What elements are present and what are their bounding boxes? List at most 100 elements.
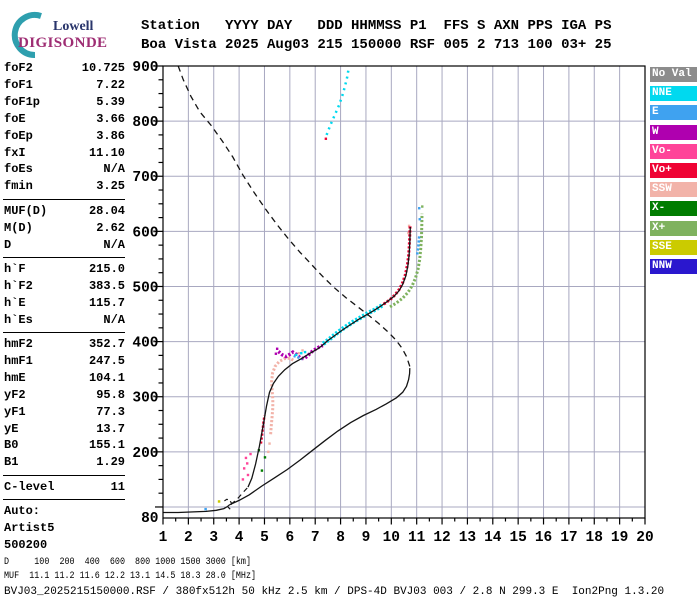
- echo-ssw-scatter: [407, 224, 411, 228]
- legend-item-sse: SSE: [650, 239, 697, 255]
- param-value: 77.3: [96, 404, 125, 419]
- legend-label: NNE: [652, 87, 672, 100]
- param-row-hmf2: hmF2 352.7: [4, 337, 125, 353]
- param-row-foep: foEp 3.86: [4, 129, 125, 145]
- y-axis-label: 200: [132, 446, 158, 462]
- param-label: Artist5: [4, 521, 55, 535]
- param-value: 3.86: [96, 128, 125, 143]
- x-axis-label: 13: [459, 530, 476, 546]
- echo-vo-plus-streak-base: [324, 137, 328, 140]
- param-label: h`F2: [4, 278, 33, 293]
- param-label: B1: [4, 455, 19, 470]
- echo-w-scatter: [274, 352, 278, 355]
- param-divider: [3, 499, 125, 501]
- param-row-foe: foE 3.66: [4, 112, 125, 128]
- param-row-fof1: foF1 7.22: [4, 78, 125, 94]
- param-row-foes: foEs N/A: [4, 162, 125, 178]
- muf-distance-row: D 100 200 400 600 800 1000 1500 3000 [km…: [4, 557, 252, 568]
- param-value: 13.7: [96, 421, 125, 436]
- param-label: foF1: [4, 77, 33, 92]
- echo-x-plus-cusp: [389, 213, 424, 309]
- x-axis-label: 4: [235, 530, 244, 546]
- param-value: 28.04: [88, 203, 125, 218]
- legend-label: X+: [652, 221, 666, 234]
- y-axis-label: 700: [132, 170, 158, 186]
- legend-item-x+: X+: [650, 220, 697, 236]
- param-value: 104.1: [88, 370, 125, 385]
- param-value: 115.7: [88, 295, 125, 310]
- x-axis-label: 20: [636, 530, 653, 546]
- echo-ssw-scatter: [268, 442, 271, 445]
- echo-vo-minus-flow: [242, 467, 246, 470]
- legend-item-e: E: [650, 105, 697, 121]
- param-value: 247.5: [88, 353, 125, 368]
- x-axis-label: 15: [509, 530, 526, 546]
- param-row-fof2: foF2 10.725: [4, 61, 125, 77]
- param-row-500200: 500200: [4, 538, 125, 554]
- echo-ssw-scatter: [301, 349, 304, 352]
- param-label: MUF(D): [4, 203, 48, 218]
- echo-e-cusp-top: [418, 218, 421, 221]
- x-axis-label: 1: [159, 530, 168, 546]
- param-label: yF2: [4, 387, 26, 402]
- param-label: foE: [4, 111, 26, 126]
- param-value: 383.5: [88, 278, 125, 293]
- x-axis-label: 8: [336, 530, 345, 546]
- param-row-clevel: C-level 11: [4, 480, 125, 496]
- param-value: 1.29: [96, 455, 125, 470]
- param-row-mufd: MUF(D) 28.04: [4, 204, 125, 220]
- legend-item-nnw: NNW: [650, 259, 697, 274]
- y-axis-label: 500: [132, 280, 158, 296]
- legend-label: X-: [652, 202, 666, 215]
- echo-nne-f1: [300, 351, 303, 355]
- header-values-line: Boa Vista 2025 Aug03 215 150000 RSF 005 …: [141, 36, 612, 53]
- echo-vo-minus-flow: [246, 462, 249, 465]
- param-label: fxI: [4, 145, 26, 160]
- legend-label: Vo+: [652, 164, 672, 176]
- legend-item-x-: X-: [650, 201, 697, 217]
- param-value: 3.66: [96, 111, 125, 126]
- param-label: M(D): [4, 220, 33, 235]
- param-value: 95.8: [96, 387, 125, 402]
- true-height-profile: [229, 368, 411, 506]
- legend-label: SSE: [652, 240, 672, 253]
- x-axis-label: 11: [408, 530, 426, 546]
- param-row-ye: yE 13.7: [4, 422, 125, 438]
- param-row-hme: hmE 104.1: [4, 371, 125, 387]
- legend-item-nne: NNE: [650, 86, 697, 102]
- x-axis-label: 5: [260, 530, 269, 546]
- echo-e-cusp: [415, 235, 421, 255]
- echo-nne-f1: [303, 350, 307, 354]
- echo-vo-minus-flow: [241, 478, 245, 481]
- legend-item-vo+: Vo+: [650, 163, 697, 178]
- x-axis-label: 6: [285, 530, 294, 546]
- logo-lowell-text: Lowell: [53, 19, 94, 34]
- y-axis-label: 300: [132, 391, 158, 407]
- param-row-fxi: fxI 11.10: [4, 146, 125, 162]
- param-value: 155.1: [88, 438, 125, 453]
- digisonde-arc-icon: [11, 12, 42, 58]
- param-row-artist5: Artist5: [4, 521, 125, 537]
- param-row-hmf1: hmF1 247.5: [4, 354, 125, 370]
- echo-w-f1-band: [277, 343, 324, 361]
- param-divider: [3, 256, 125, 258]
- param-row-fof1p: foF1p 5.39: [4, 95, 125, 111]
- param-value: 10.725: [81, 61, 125, 75]
- echo-w-scatter: [275, 347, 279, 350]
- x-axis-label: 17: [560, 530, 577, 546]
- param-label: h`E: [4, 295, 26, 310]
- param-label: h`F: [4, 261, 26, 276]
- legend-item-noval: No Val: [650, 67, 697, 82]
- param-label: foEp: [4, 128, 33, 143]
- param-row-he: h`E 115.7: [4, 296, 125, 312]
- y-axis-label: 600: [132, 225, 158, 241]
- echo-ssw-scatter: [297, 351, 300, 355]
- legend-label: SSW: [652, 183, 672, 196]
- param-value: 352.7: [88, 337, 125, 351]
- echo-ssw-scatter: [407, 231, 410, 235]
- legend-label: E: [652, 106, 659, 119]
- legend-label: W: [652, 125, 659, 138]
- y-axis-label: 900: [132, 60, 158, 76]
- param-label: 500200: [4, 537, 48, 552]
- legend-label: Vo-: [652, 144, 672, 157]
